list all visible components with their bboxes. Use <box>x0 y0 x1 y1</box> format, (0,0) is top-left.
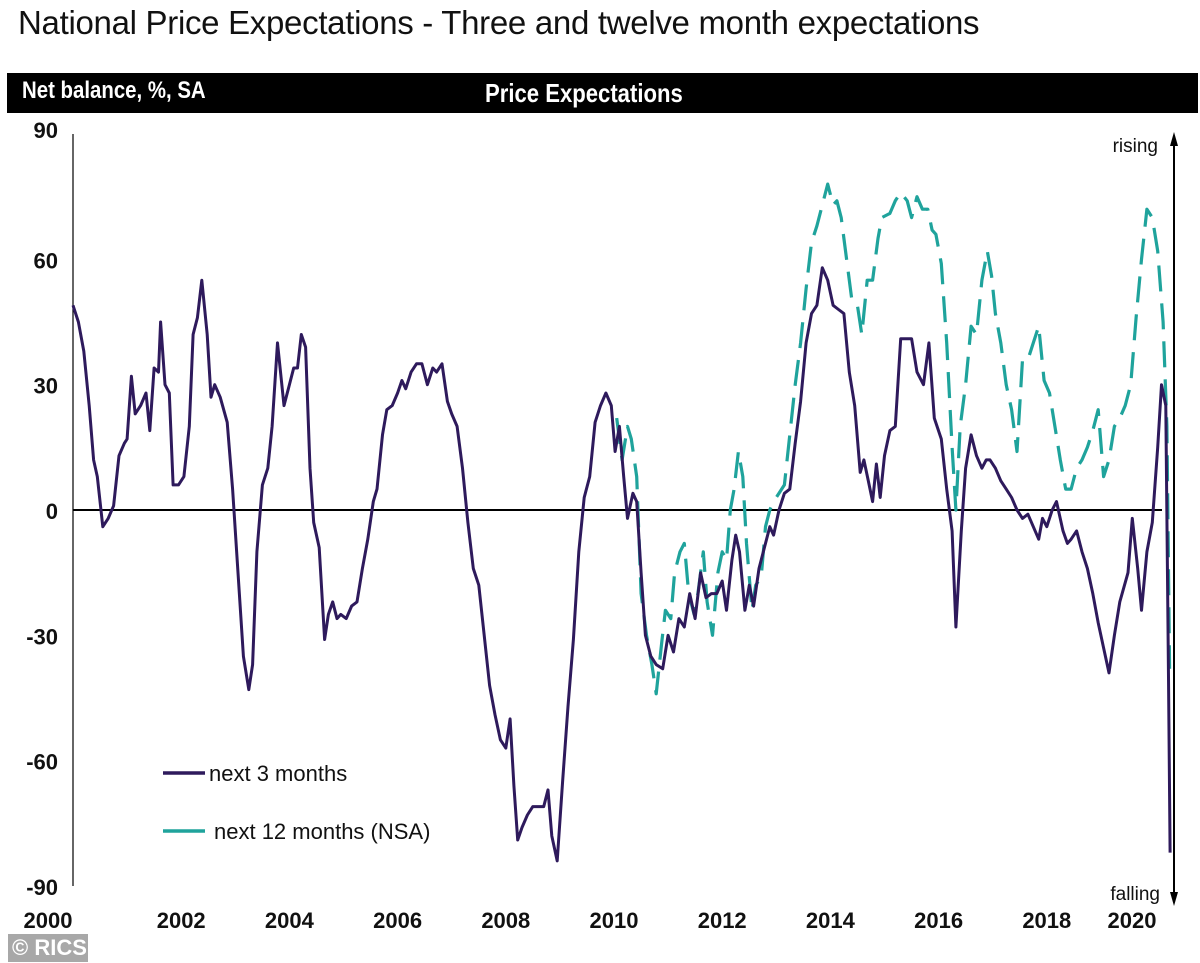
x-tick-label: 2018 <box>1022 908 1071 933</box>
series-next-3-months <box>71 266 1172 863</box>
y-tick-label: 30 <box>34 374 58 399</box>
x-tick-label: 2004 <box>265 908 315 933</box>
legend-label: next 12 months (NSA) <box>214 819 430 844</box>
x-tick-label: 2002 <box>157 908 206 933</box>
falling-annotation: falling <box>1110 884 1160 905</box>
axes: 90 60 30 0 -30 -60 -90 2000 2002 2004 2006 2008 2010… <box>24 118 1178 933</box>
y-tick-label: -30 <box>26 624 58 649</box>
y-tick-label: 60 <box>34 248 58 273</box>
y-tick-label: -60 <box>26 750 58 775</box>
legend-label: next 3 months <box>209 761 347 786</box>
credit-badge: © RICS <box>8 934 88 962</box>
y-tick-label: 0 <box>46 499 58 524</box>
arrow-up-icon <box>1170 132 1178 146</box>
rising-annotation: rising <box>1113 136 1158 157</box>
x-tick-label: 2014 <box>806 908 856 933</box>
x-tick-label: 2006 <box>373 908 422 933</box>
y-axis-unit-label: Net balance, %, SA <box>22 77 206 104</box>
x-tick-label: 2016 <box>914 908 963 933</box>
y-tick-label: -90 <box>26 875 58 900</box>
series-next-12-months <box>615 182 1172 696</box>
legend: next 3 months next 12 months (NSA) <box>163 761 430 844</box>
x-tick-label: 2012 <box>698 908 747 933</box>
x-tick-label: 2010 <box>590 908 639 933</box>
x-tick-label: 2008 <box>481 908 530 933</box>
page-title: National Price Expectations - Three and … <box>18 4 980 41</box>
chart-header-bar <box>7 73 1198 113</box>
y-tick-label: 90 <box>34 118 58 143</box>
chart-title: Price Expectations <box>485 78 683 108</box>
x-tick-label: 2000 <box>24 908 73 933</box>
x-tick-label: 2020 <box>1108 908 1157 933</box>
series-layer <box>71 182 1172 863</box>
arrow-down-icon <box>1170 892 1178 906</box>
